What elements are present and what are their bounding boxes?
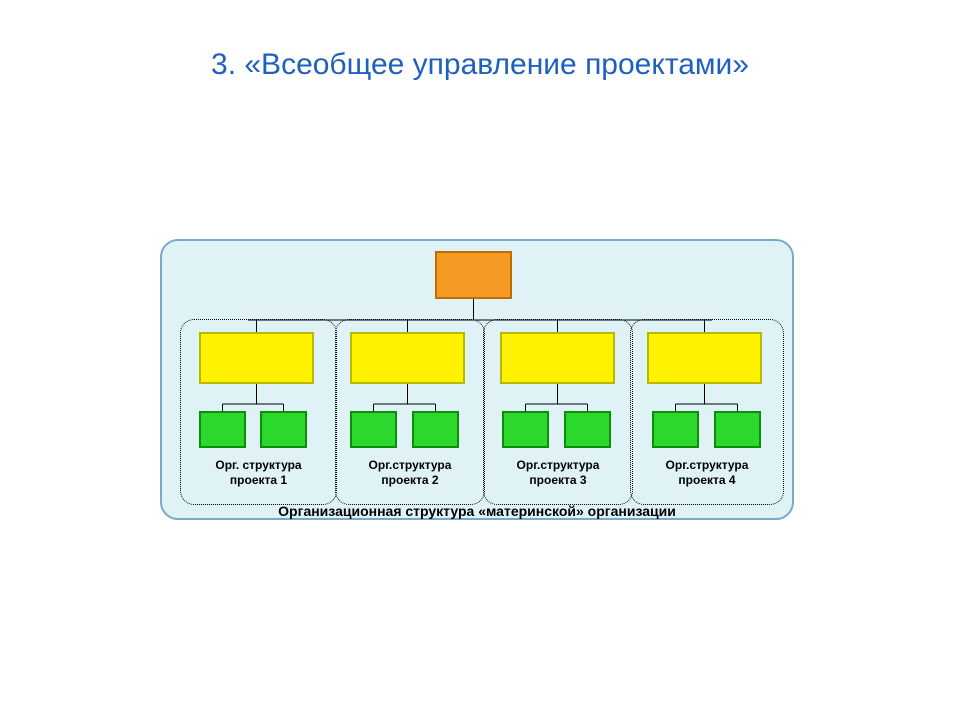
leaf-node-2: [260, 411, 307, 448]
slide: 3. «Всеобщее управление проектами» Орг. …: [0, 0, 960, 720]
project-label-2: Орг.структура проекта 2: [335, 458, 485, 488]
leaf-node-1: [199, 411, 246, 448]
dept-node-2: [350, 332, 465, 384]
leaf-node-4: [412, 411, 459, 448]
project-label-1: Орг. структура проекта 1: [180, 458, 337, 488]
leaf-node-6: [564, 411, 611, 448]
dept-node-1: [199, 332, 314, 384]
dept-node-4: [647, 332, 762, 384]
project-label-4: Орг.структура проекта 4: [630, 458, 784, 488]
slide-title: 3. «Всеобщее управление проектами»: [0, 48, 960, 82]
leaf-node-3: [350, 411, 397, 448]
leaf-node-8: [714, 411, 761, 448]
dept-node-3: [500, 332, 615, 384]
caption-main: Организационная структура «материнской» …: [160, 503, 794, 519]
root-node: [435, 251, 512, 299]
leaf-node-5: [502, 411, 549, 448]
project-label-3: Орг.структура проекта 3: [483, 458, 633, 488]
leaf-node-7: [652, 411, 699, 448]
